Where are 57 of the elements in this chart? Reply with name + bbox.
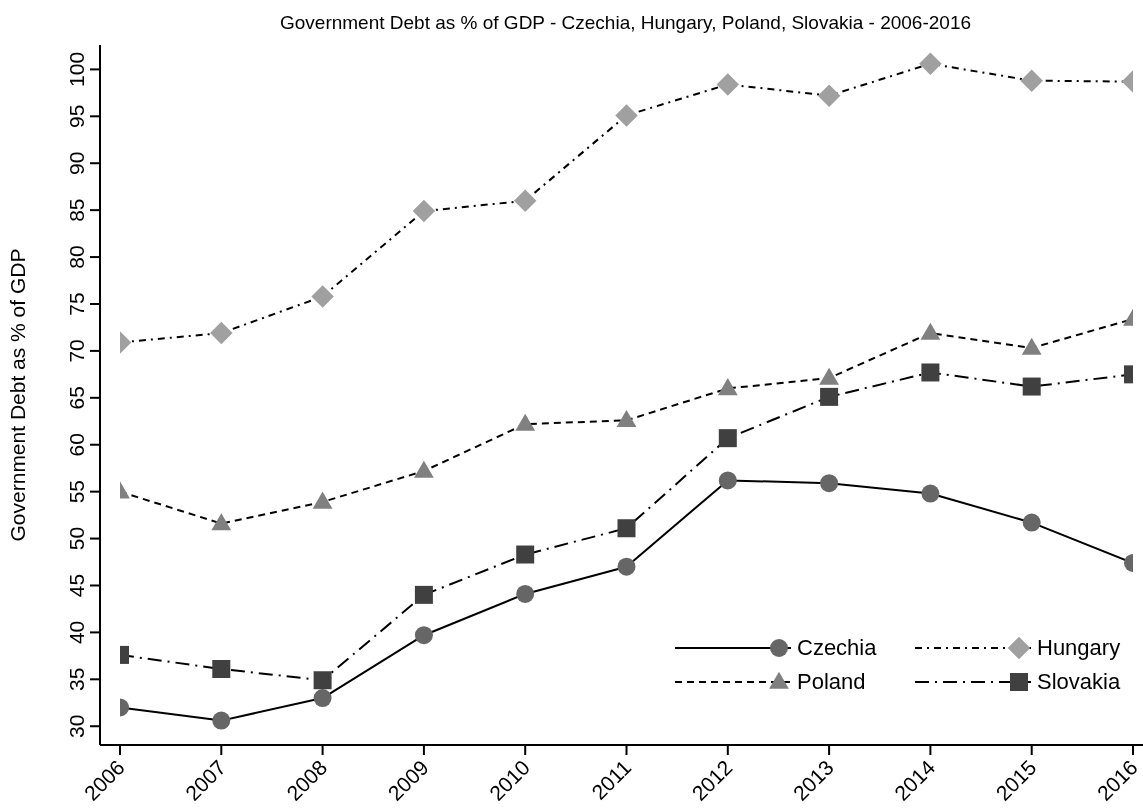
point xyxy=(516,545,535,564)
point xyxy=(513,189,537,213)
point xyxy=(817,84,841,107)
y-tick-label: 90 xyxy=(65,151,88,175)
point xyxy=(718,471,737,490)
point xyxy=(313,689,332,708)
point xyxy=(819,367,839,385)
point xyxy=(212,711,231,730)
point xyxy=(414,460,434,478)
y-tick-label: 80 xyxy=(65,245,88,269)
point xyxy=(718,429,737,448)
point xyxy=(716,73,740,96)
point xyxy=(617,519,636,538)
point xyxy=(414,585,433,604)
y-tick-label: 100 xyxy=(65,51,88,87)
point xyxy=(921,363,940,382)
point xyxy=(414,626,433,645)
point xyxy=(311,285,334,308)
point xyxy=(717,378,738,396)
legend-label: Poland xyxy=(797,669,867,695)
point xyxy=(820,387,839,406)
y-tick-label: 70 xyxy=(65,339,88,363)
point xyxy=(820,474,839,493)
point xyxy=(211,513,232,531)
legend-label: Hungary xyxy=(1037,635,1122,661)
point xyxy=(1022,377,1041,396)
point xyxy=(313,671,332,690)
y-tick-label: 40 xyxy=(65,620,88,645)
y-tick-label: 35 xyxy=(65,667,88,691)
point xyxy=(617,557,636,576)
y-tick-label: 45 xyxy=(65,573,88,598)
point xyxy=(615,104,638,127)
y-tick-label: 55 xyxy=(65,479,88,504)
point xyxy=(1021,337,1042,355)
point xyxy=(516,584,535,603)
y-tick-label: 60 xyxy=(65,433,88,457)
point xyxy=(919,52,942,76)
point xyxy=(412,199,436,223)
point xyxy=(212,660,231,678)
point xyxy=(210,321,233,345)
y-tick-label: 30 xyxy=(65,714,88,738)
y-tick-label: 65 xyxy=(65,386,88,410)
point xyxy=(921,484,940,503)
y-axis-title: Government Debt as % of GDP xyxy=(6,248,30,542)
point xyxy=(616,409,637,428)
legend-label: Czechia xyxy=(797,635,878,661)
legend-label: Slovakia xyxy=(1037,669,1122,695)
point xyxy=(1020,69,1043,92)
point xyxy=(312,491,333,509)
y-tick-label: 95 xyxy=(65,104,88,128)
point xyxy=(1022,513,1041,532)
y-tick-label: 85 xyxy=(65,198,88,222)
point xyxy=(515,413,536,431)
y-tick-label: 50 xyxy=(65,526,88,551)
chart-title: Government Debt as % of GDP - Czechia, Hungary, Poland, Slovakia - 2006-2016 xyxy=(278,12,972,34)
y-tick-label: 75 xyxy=(65,292,88,316)
point xyxy=(920,322,941,340)
